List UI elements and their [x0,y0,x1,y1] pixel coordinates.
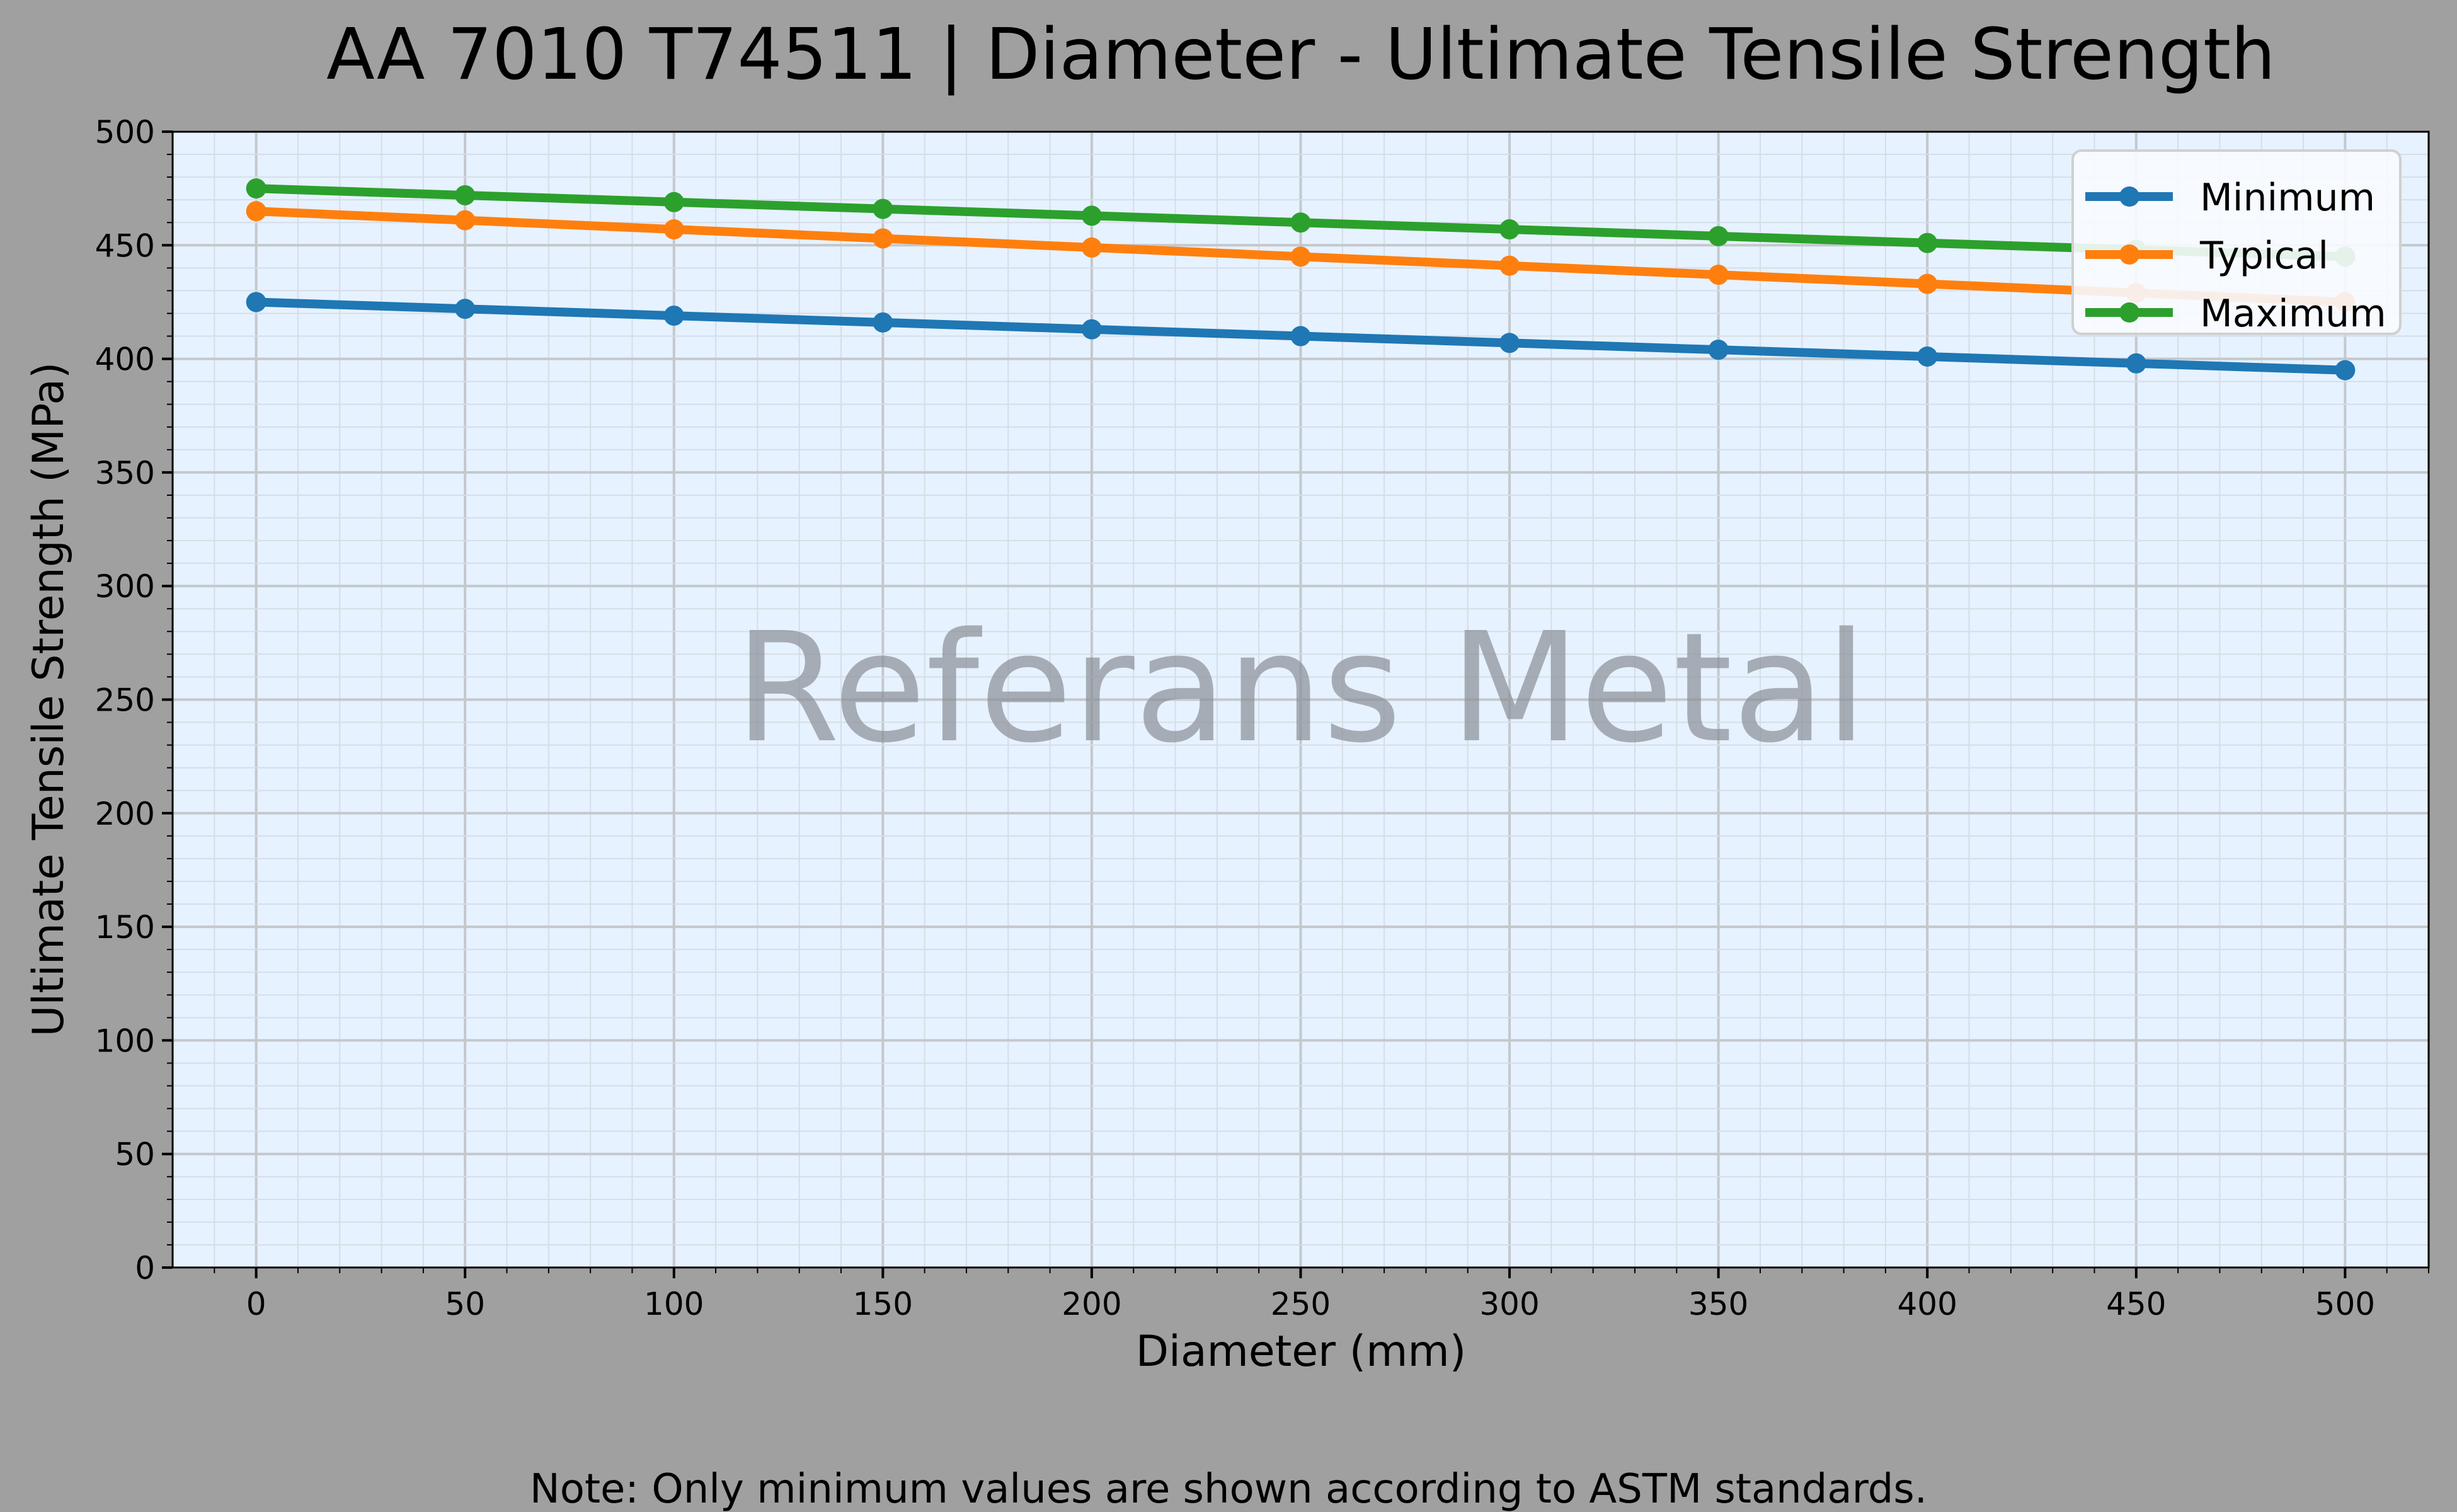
data-point-minimum [663,306,684,326]
x-tick-label: 450 [2106,1286,2166,1322]
x-tick-label: 400 [1898,1286,1957,1322]
data-point-maximum [1708,226,1729,246]
data-point-typical [663,219,684,240]
legend: Minimum Typical Maximum [2071,149,2402,336]
y-tick-label: 350 [95,455,155,491]
y-tick-label: 100 [95,1022,155,1059]
legend-label-maximum: Maximum [2200,292,2386,336]
y-tick-label: 200 [95,796,155,832]
data-point-minimum [1917,346,1938,367]
y-tick-label: 300 [95,568,155,605]
x-tick-label: 50 [445,1286,485,1322]
data-point-typical [246,201,266,222]
data-point-typical [873,228,893,249]
y-tick-label: 400 [95,341,155,378]
data-point-typical [455,210,476,231]
data-point-maximum [1290,212,1311,233]
legend-marker-minimum [2119,186,2139,207]
y-tick-label: 150 [95,909,155,946]
y-tick-label: 250 [95,682,155,719]
data-point-minimum [2126,353,2146,374]
data-point-minimum [1290,326,1311,346]
legend-marker-typical [2119,244,2139,265]
data-point-maximum [1081,205,1102,226]
legend-marker-maximum [2119,302,2139,323]
chart-title: AA 7010 T74511 | Diameter - Ultimate Ten… [326,14,2276,96]
x-tick-label: 100 [644,1286,704,1322]
y-tick-label: 50 [115,1137,155,1173]
watermark: Referans Metal [735,600,1867,776]
data-point-minimum [1499,333,1520,353]
data-point-maximum [246,178,266,199]
data-point-typical [1081,237,1102,258]
data-point-minimum [246,292,266,312]
legend-label-typical: Typical [2199,234,2328,278]
x-tick-label: 300 [1479,1286,1539,1322]
x-tick-label: 350 [1688,1286,1748,1322]
data-point-typical [1499,255,1520,276]
legend-label-minimum: Minimum [2200,176,2375,220]
data-point-maximum [873,198,893,219]
data-point-maximum [455,185,476,205]
data-point-typical [1917,273,1938,294]
data-point-minimum [455,299,476,319]
x-tick-label: 250 [1271,1286,1331,1322]
data-point-typical [1290,246,1311,267]
x-tick-label: 150 [853,1286,913,1322]
y-tick-label: 0 [135,1250,155,1286]
data-point-typical [1708,265,1729,285]
data-point-maximum [1499,219,1520,240]
x-tick-label: 0 [246,1286,266,1322]
x-axis-label: Diameter (mm) [1136,1327,1467,1377]
y-axis-label: Ultimate Tensile Strength (MPa) [24,362,74,1037]
y-tick-label: 500 [95,114,155,151]
data-point-minimum [1708,340,1729,360]
data-point-minimum [873,312,893,333]
x-tick-label: 200 [1062,1286,1121,1322]
footnote: Note: Only minimum values are shown acco… [530,1466,1927,1512]
y-tick-label: 450 [95,227,155,264]
data-point-minimum [2335,360,2356,381]
data-point-maximum [663,192,684,212]
data-point-maximum [1917,232,1938,253]
ticks: 0 50 100 150 200 250 300 350 400 450 500 0 50 100 150 2… [95,114,2429,1322]
x-tick-label: 500 [2315,1286,2375,1322]
data-point-minimum [1081,319,1102,340]
